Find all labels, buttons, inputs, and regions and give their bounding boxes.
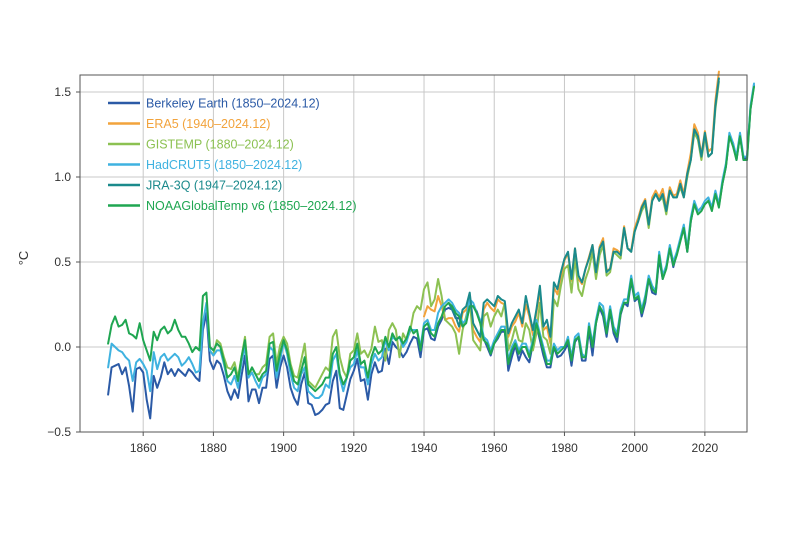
- y-axis-label: °C: [16, 251, 31, 266]
- series-line-4: [447, 77, 720, 338]
- y-tick-label: 0.0: [54, 340, 71, 354]
- legend-label: Berkeley Earth (1850–2024.12): [146, 97, 320, 111]
- legend-label: NOAAGlobalTemp v6 (1850–2024.12): [146, 199, 357, 213]
- series-lines: [107, 70, 755, 420]
- x-tick-label: 1860: [130, 441, 157, 455]
- x-tick-label: 1960: [481, 441, 508, 455]
- x-tick-label: 1900: [270, 441, 297, 455]
- legend-label: JRA-3Q (1947–2024.12): [146, 179, 282, 193]
- y-tick-label: −0.5: [47, 425, 71, 439]
- x-tick-label: 1980: [551, 441, 578, 455]
- axes: 1860 1880 1900 1920 1940 1960 1980 2000 2020 −0.5…: [47, 85, 718, 455]
- series-line-5: [107, 85, 755, 393]
- x-tick-label: 1940: [411, 441, 438, 455]
- x-tick-label: 1920: [340, 441, 367, 455]
- y-tick-label: 1.5: [54, 85, 71, 99]
- x-tick-label: 2020: [692, 441, 719, 455]
- legend-label: HadCRUT5 (1850–2024.12): [146, 158, 302, 172]
- legend-label: GISTEMP (1880–2024.12): [146, 138, 294, 152]
- legend-label: ERA5 (1940–2024.12): [146, 117, 270, 131]
- series-line-2: [212, 80, 720, 389]
- series-line-0: [107, 84, 755, 420]
- legend: Berkeley Earth (1850–2024.12) ERA5 (1940–…: [108, 97, 357, 213]
- plot-frame: [79, 74, 748, 433]
- x-tick-label: 2000: [621, 441, 648, 455]
- y-tick-label: 1.0: [54, 170, 71, 184]
- x-tick-label: 1880: [200, 441, 227, 455]
- y-tick-label: 0.5: [54, 255, 71, 269]
